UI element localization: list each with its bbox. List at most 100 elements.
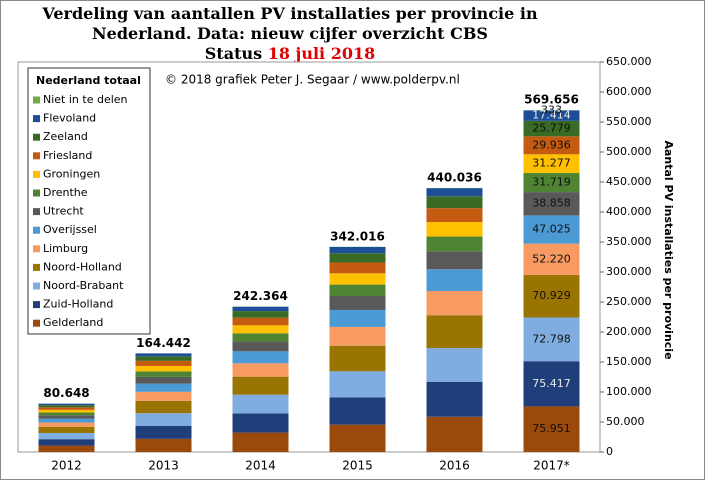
x-tick-label: 2014 — [245, 459, 276, 473]
bar-segment — [232, 363, 289, 377]
total-label: 569.656 — [524, 93, 579, 107]
bar-segment — [426, 208, 483, 223]
x-tick-label: 2017* — [533, 459, 570, 473]
bar-segment — [329, 424, 386, 452]
y-tick-label: 450.000 — [606, 175, 652, 188]
segment-label: 38.858 — [532, 197, 571, 210]
segment-label: 31.277 — [532, 157, 571, 170]
bar-segment — [426, 315, 483, 349]
bar-segment — [523, 173, 580, 193]
y-tick-label: 250.000 — [606, 295, 652, 308]
bar-segment — [38, 418, 95, 423]
bar-segment — [232, 317, 289, 326]
bar-segment — [523, 274, 580, 318]
bar-segment — [38, 407, 95, 410]
legend-swatch — [33, 189, 40, 197]
y-tick-label: 600.000 — [606, 85, 652, 98]
legend-swatch — [33, 263, 40, 271]
legend-label: Friesland — [43, 149, 92, 162]
bar-segment — [135, 413, 192, 426]
segment-label: 72.798 — [532, 332, 571, 345]
segment-label: 75.951 — [532, 422, 571, 435]
credit: © 2018 grafiek Peter J. Segaar / www.pol… — [165, 73, 460, 87]
date: 18 juli 2018 — [268, 44, 376, 63]
segment-label: 31.719 — [532, 176, 571, 189]
total-label: 440.036 — [427, 170, 482, 184]
bar-segment — [329, 397, 386, 425]
bar-segment — [135, 400, 192, 414]
y-tick-label: 0 — [606, 445, 613, 458]
bar-segment — [523, 361, 580, 407]
bar-segment — [523, 243, 580, 275]
legend-swatch — [33, 319, 40, 327]
y-tick-label: 150.000 — [606, 355, 652, 368]
y-tick-label: 650.000 — [606, 55, 652, 68]
segment-label: 333 — [541, 103, 562, 116]
bar-segment — [232, 341, 289, 352]
segment-label: 29.936 — [532, 138, 571, 151]
segment-label: 47.025 — [532, 223, 571, 236]
title-line: Nederland. Data: nieuw cijfer overzicht … — [92, 24, 488, 43]
legend-label: Noord-Holland — [43, 260, 122, 273]
x-tick-label: 2013 — [148, 459, 179, 473]
bar-segment — [426, 348, 483, 382]
bar-segment — [523, 192, 580, 216]
bar-segment — [523, 120, 580, 137]
y-tick-label: 550.000 — [606, 115, 652, 128]
segment-label: 75.417 — [532, 377, 571, 390]
legend-label: Overijssel — [43, 223, 97, 236]
total-label: 80.648 — [43, 386, 89, 400]
bar-segment — [135, 391, 192, 401]
title-line3: Status 18 juli 2018 — [205, 44, 375, 63]
bar-segment — [329, 284, 386, 296]
bar-segment — [523, 154, 580, 174]
bar-segment — [329, 309, 386, 327]
x-tick-label: 2016 — [439, 459, 470, 473]
y-tick-label: 50.000 — [606, 415, 645, 428]
segment-label: 25.779 — [532, 122, 571, 135]
bar-segment — [329, 295, 386, 310]
legend: Nederland totaal Gelderland Zuid-Holland No… — [27, 67, 151, 335]
bar-segment — [523, 110, 580, 121]
segment-label: 70.929 — [532, 289, 571, 302]
legend-swatch — [33, 245, 40, 253]
bar-segment — [38, 426, 95, 433]
legend-swatch — [33, 152, 40, 160]
bar-segment — [426, 291, 483, 316]
bar-segment — [38, 439, 95, 446]
bar-segment — [329, 345, 386, 372]
bar-segment — [135, 356, 192, 361]
legend-label: Limburg — [43, 242, 88, 255]
chart-title: Verdeling van aantallen PV installaties … — [41, 4, 538, 43]
y-tick-label: 350.000 — [606, 235, 652, 248]
bar-segment — [135, 353, 192, 357]
bar-segment — [329, 262, 386, 274]
legend-title: Nederland totaal — [36, 74, 141, 87]
legend-swatch — [33, 226, 40, 234]
legend-label: Zeeland — [43, 130, 88, 143]
bar-segment — [523, 317, 580, 362]
bar-segment — [232, 333, 289, 342]
total-label: 342.016 — [330, 229, 385, 243]
legend-swatch — [33, 115, 40, 123]
bar-segment — [38, 403, 95, 406]
bar-segment — [232, 306, 289, 312]
legend-label: Utrecht — [43, 205, 84, 218]
bar-segment — [232, 432, 289, 452]
y-tick-label: 100.000 — [606, 385, 652, 398]
bar-segment — [329, 246, 386, 254]
bar-segment — [523, 136, 580, 155]
y-tick-label: 300.000 — [606, 265, 652, 278]
bar-segment — [232, 413, 289, 433]
bar-segment — [232, 351, 289, 364]
legend-label: Groningen — [43, 167, 100, 180]
bar-segment — [426, 416, 483, 452]
legend-label: Gelderland — [43, 316, 103, 329]
bar-segment — [38, 432, 95, 440]
legend-box — [27, 67, 151, 335]
bar-segment — [426, 381, 483, 417]
bar-segment — [232, 325, 289, 334]
bar-segment — [135, 360, 192, 366]
bar-segment — [135, 365, 192, 372]
